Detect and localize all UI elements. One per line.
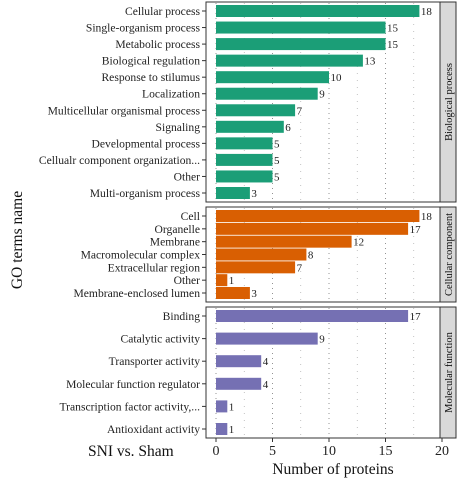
- category-label: Multicellular organismal process: [48, 104, 201, 117]
- category-label: Metabolic process: [115, 38, 200, 51]
- bar: [216, 38, 386, 51]
- category-label: Membrane-enclosed lumen: [73, 287, 200, 300]
- panel-molecular-function: Molecular function Binding 17 Catalytic act…: [60, 306, 457, 459]
- facet-strip: [439, 206, 457, 303]
- category-label: Extracellular region: [108, 261, 201, 274]
- data-label: 8: [308, 250, 314, 262]
- bar: [216, 287, 250, 299]
- facet-strip-label: Biological process: [444, 63, 455, 141]
- bar: [216, 400, 228, 413]
- data-label: 7: [297, 262, 303, 274]
- facet-strip-label: Molecular function: [444, 331, 455, 413]
- data-label: 9: [319, 334, 325, 346]
- data-label: 15: [387, 39, 399, 51]
- bar: [216, 423, 228, 435]
- category-label: Developmental process: [92, 137, 201, 150]
- category-label: Response to stilumus: [101, 71, 200, 84]
- category-label: Transcription factor activity,...: [60, 400, 201, 413]
- facet-strip: [439, 306, 457, 439]
- x-tick-label: 0: [213, 444, 220, 459]
- data-label: 4: [263, 379, 269, 391]
- data-label: 18: [421, 211, 433, 223]
- bar: [216, 153, 273, 166]
- bar: [216, 87, 318, 100]
- bar: [216, 5, 420, 17]
- bar: [216, 248, 307, 261]
- facet-strip: [439, 1, 457, 203]
- category-label: Other: [174, 274, 201, 287]
- bar: [216, 377, 262, 390]
- category-label: Membrane: [150, 236, 200, 249]
- data-label: 1: [229, 401, 235, 413]
- x-tick-label: 15: [379, 444, 393, 459]
- category-label: Antioxidant activity: [107, 423, 200, 436]
- category-label: Cellualr component organization...: [39, 154, 200, 167]
- category-label: Transporter activity: [109, 355, 201, 368]
- bar: [216, 274, 228, 287]
- data-label: 6: [285, 122, 291, 134]
- data-label: 15: [387, 23, 399, 35]
- data-label: 13: [364, 56, 376, 68]
- x-tick-label: 10: [322, 444, 336, 459]
- category-label: Cellular process: [125, 5, 201, 18]
- data-label: 10: [331, 72, 343, 84]
- panel-biological-process: Biological process Cellular process 18 Sing…: [39, 1, 457, 203]
- data-label: 3: [251, 188, 257, 200]
- data-label: 12: [353, 237, 364, 249]
- bar: [216, 54, 363, 67]
- bar: [216, 210, 420, 222]
- bar: [216, 71, 329, 84]
- category-label: Cell: [181, 210, 200, 223]
- category-label: Molecular function regulator: [66, 378, 200, 391]
- bar: [216, 104, 296, 117]
- data-label: 1: [229, 275, 235, 287]
- category-label: Organelle: [155, 223, 201, 236]
- bar: [216, 310, 409, 322]
- data-label: 17: [410, 311, 422, 323]
- bar: [216, 235, 352, 248]
- category-label: Signaling: [156, 121, 201, 134]
- bar: [216, 222, 409, 235]
- bar: [216, 187, 250, 199]
- data-label: 1: [229, 424, 235, 436]
- data-label: 5: [274, 155, 280, 167]
- category-label: Other: [174, 170, 201, 183]
- panel-frame: [205, 1, 441, 203]
- bar: [216, 170, 273, 183]
- category-label: Macromolecular complex: [81, 249, 201, 262]
- data-label: 9: [319, 89, 325, 101]
- bar: [216, 137, 273, 150]
- bar: [216, 261, 296, 274]
- data-label: 17: [410, 224, 422, 236]
- x-axis-title: Number of proteins: [272, 461, 393, 478]
- x-tick-label: 5: [269, 444, 276, 459]
- data-label: 7: [297, 105, 303, 117]
- bar: [216, 355, 262, 368]
- category-label: Biological regulation: [102, 55, 200, 68]
- data-label: 5: [274, 171, 280, 183]
- category-label: Localization: [142, 88, 200, 101]
- y-axis-title: GO terms name: [9, 191, 26, 289]
- data-label: 5: [274, 138, 280, 150]
- data-label: 3: [251, 288, 257, 300]
- facet-strip-label: Cellular component: [444, 213, 455, 296]
- data-label: 18: [421, 6, 433, 18]
- category-label: Single-organism process: [86, 22, 201, 35]
- chart-caption: SNI vs. Sham: [88, 443, 174, 460]
- panel-frame: [205, 306, 441, 439]
- bar: [216, 21, 386, 34]
- bar: [216, 332, 318, 345]
- x-tick-label: 20: [435, 444, 449, 459]
- category-label: Binding: [163, 310, 201, 323]
- category-label: Multi-organism process: [90, 187, 201, 200]
- bar: [216, 120, 284, 133]
- data-label: 4: [263, 356, 269, 368]
- category-label: Catalytic activity: [120, 333, 200, 346]
